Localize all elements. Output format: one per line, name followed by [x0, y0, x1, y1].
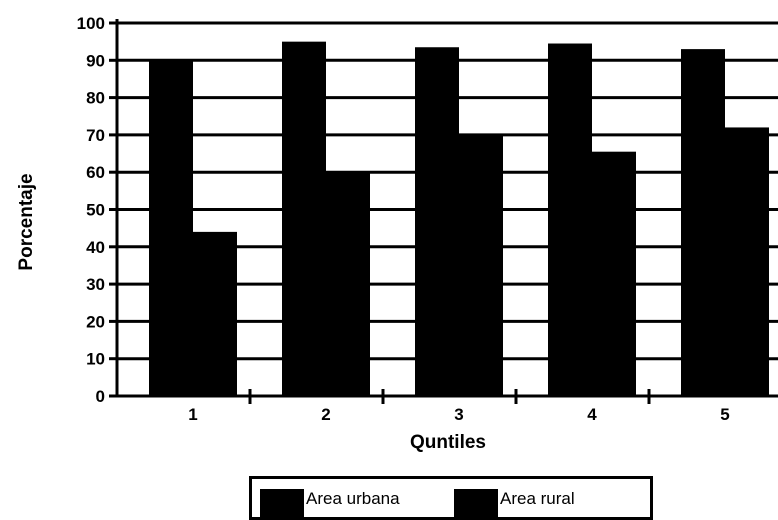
y-tick-label: 20 — [86, 312, 105, 331]
legend-swatch-urbana — [260, 489, 304, 519]
x-axis-title: Quntiles — [410, 432, 486, 453]
y-tick-label: 80 — [86, 89, 105, 108]
bar-rural-q1 — [193, 231, 237, 396]
x-tick-label: 4 — [587, 405, 597, 424]
y-axis-title: Porcentaje — [16, 173, 37, 270]
y-tick-label: 0 — [96, 387, 105, 406]
y-tick-label: 100 — [77, 14, 105, 33]
x-tick-label: 1 — [188, 405, 197, 424]
bar-urbana-q5 — [681, 49, 725, 397]
y-tick-label: 50 — [86, 201, 105, 220]
legend: Area urbana Area rural — [249, 476, 653, 520]
bar-rural-q2 — [326, 172, 370, 396]
x-tick-label: 2 — [321, 405, 330, 424]
bar-urbana-q3 — [415, 47, 459, 397]
x-tick-label: 5 — [720, 405, 729, 424]
x-tick-labels: 1 2 3 4 5 — [188, 405, 729, 424]
bar-chart: 0 10 20 30 40 50 60 70 80 90 100 1 2 3 4 5 Quntiles Po… — [16, 14, 778, 453]
bar-rural-q4 — [592, 151, 636, 396]
bar-rural-q5 — [725, 127, 769, 396]
legend-swatch-rural — [454, 489, 498, 519]
bar-urbana-q1 — [149, 60, 193, 397]
bar-urbana-q2 — [282, 41, 326, 397]
bar-urbana-q4 — [548, 43, 592, 396]
y-tick-label: 70 — [86, 126, 105, 145]
bars — [149, 41, 769, 397]
axes — [109, 19, 778, 404]
y-tick-label: 40 — [86, 238, 105, 257]
y-tick-label: 60 — [86, 163, 105, 182]
legend-label-rural: Area rural — [500, 489, 575, 508]
legend-label-urbana: Area urbana — [306, 489, 400, 508]
y-tick-label: 30 — [86, 275, 105, 294]
x-tick-label: 3 — [454, 405, 463, 424]
y-tick-labels: 0 10 20 30 40 50 60 70 80 90 100 — [77, 14, 105, 406]
y-tick-label: 10 — [86, 350, 105, 369]
y-tick-label: 90 — [86, 51, 105, 70]
bar-rural-q3 — [459, 134, 503, 396]
